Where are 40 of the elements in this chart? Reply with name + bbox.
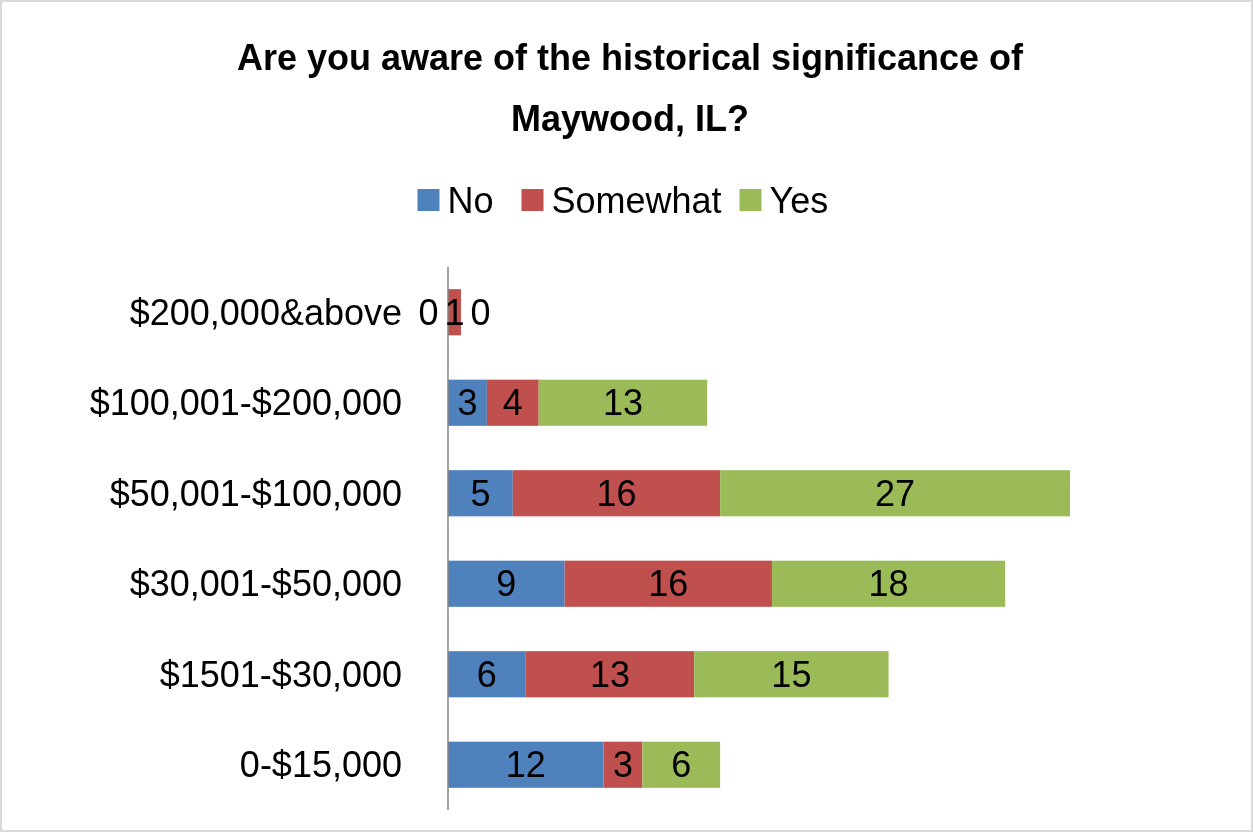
bar: [448, 741, 604, 788]
bar: [771, 560, 1006, 607]
data-label: 6: [476, 653, 497, 695]
bar: [564, 560, 772, 607]
bar: [694, 651, 889, 698]
bar: [448, 470, 513, 517]
data-label: 5: [470, 472, 491, 514]
legend-label: Somewhat: [551, 179, 722, 221]
data-label: 3: [612, 744, 633, 786]
bar: [538, 379, 708, 426]
bar: [525, 651, 695, 698]
y-tick-label: $200,000&above: [129, 291, 402, 333]
data-label: 4: [502, 382, 523, 424]
data-label: 0: [470, 291, 491, 333]
data-label: 0: [418, 291, 439, 333]
data-label: 27: [875, 472, 916, 514]
data-label: 12: [505, 744, 546, 786]
data-label: 3: [457, 382, 478, 424]
data-label: 18: [868, 563, 909, 605]
bar: [486, 379, 539, 426]
bar: [448, 560, 565, 607]
legend-label: Yes: [769, 179, 829, 221]
chart-title: Are you aware of the historical significance of Maywood, IL?: [236, 36, 1025, 139]
bar: [642, 741, 721, 788]
data-label: 9: [496, 563, 517, 605]
bar: [720, 470, 1070, 517]
y-tick-label: $100,001-$200,000: [89, 382, 402, 424]
data-label: 15: [771, 653, 812, 695]
y-tick-label: $30,001-$50,000: [129, 563, 402, 605]
data-label: 16: [596, 472, 637, 514]
data-label: 13: [589, 653, 630, 695]
y-tick-label: $50,001-$100,000: [109, 472, 402, 514]
y-tick-label: $1501-$30,000: [159, 653, 402, 695]
bar: [512, 470, 721, 517]
data-label: 6: [671, 744, 692, 786]
data-label: 13: [602, 382, 643, 424]
y-tick-label: 0-$15,000: [239, 744, 402, 786]
bar: [448, 651, 526, 698]
data-label: 16: [648, 563, 689, 605]
legend-label: No: [447, 179, 494, 221]
